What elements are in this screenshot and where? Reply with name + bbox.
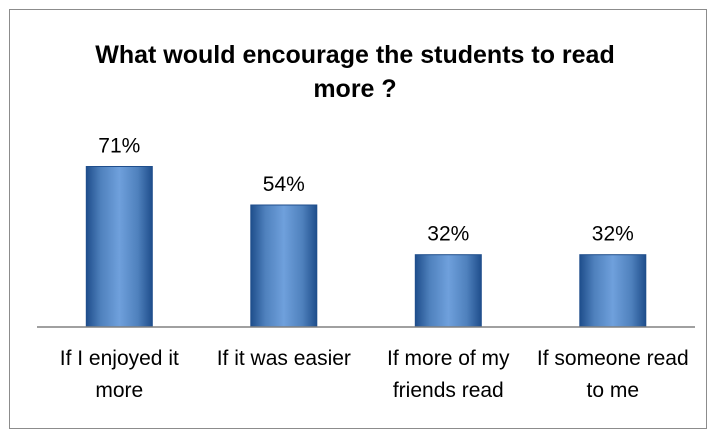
category-label-1: If I enjoyed it more (59, 347, 179, 402)
bar-4 (579, 254, 647, 328)
data-label-2: 54% (263, 173, 305, 196)
bar-1 (85, 166, 153, 328)
category-label-2: If it was easier (216, 347, 351, 370)
data-label-4: 32% (592, 223, 634, 246)
data-label-1: 71% (98, 135, 140, 158)
chart-title: What would encourage the students to rea… (95, 41, 615, 103)
category-label-3: If more of my friends read (387, 347, 510, 402)
data-label-3: 32% (427, 223, 469, 246)
category-label-4: If someone read to me (536, 347, 689, 402)
bar-2 (250, 204, 318, 328)
bar-3 (414, 254, 482, 328)
